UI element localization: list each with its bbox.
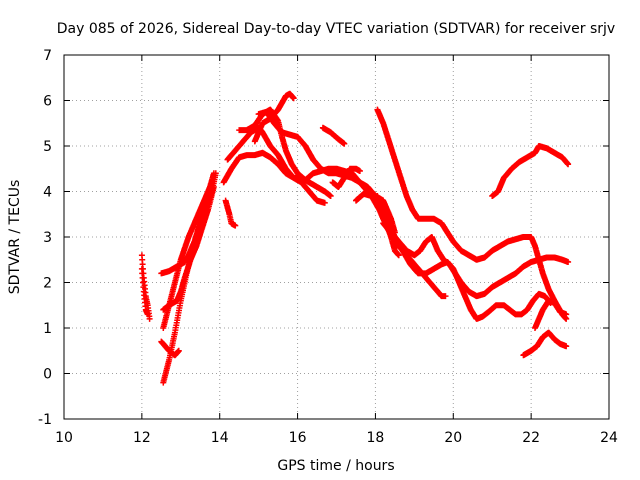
- grid: [64, 55, 609, 419]
- series-track-20: [489, 143, 572, 199]
- plus-marker-trace: [329, 165, 363, 190]
- x-tick-label: 18: [367, 430, 385, 446]
- y-tick-label: 4: [43, 185, 52, 201]
- y-tick-label: 7: [43, 48, 52, 64]
- y-tick-label: 1: [43, 321, 52, 337]
- x-axis-label: GPS time / hours: [277, 458, 394, 474]
- series-track-19: [374, 193, 554, 322]
- x-tick-label: 16: [289, 430, 307, 446]
- plus-marker-trace: [319, 124, 348, 147]
- data-series: [138, 90, 572, 386]
- plus-marker-trace: [489, 143, 572, 199]
- y-tick-label: -1: [38, 412, 52, 428]
- y-tick-label: 5: [43, 139, 52, 155]
- series-track-4: [158, 338, 182, 359]
- plus-marker-trace: [520, 329, 570, 359]
- plus-marker-trace: [532, 297, 570, 331]
- y-tick-label: 0: [43, 367, 52, 383]
- x-tick-label: 10: [55, 430, 73, 446]
- plus-marker-trace: [158, 338, 182, 359]
- y-tick-label: 6: [43, 94, 52, 110]
- x-tick-label: 14: [211, 430, 229, 446]
- series-track-17: [374, 106, 570, 322]
- y-tick-label: 2: [43, 276, 52, 292]
- series-track-8: [222, 197, 239, 229]
- plus-marker-trace: [374, 193, 554, 322]
- y-tick-label: 3: [43, 230, 52, 246]
- series-track-2: [138, 265, 151, 318]
- x-tick-label: 22: [522, 430, 540, 446]
- series-track-22: [532, 297, 570, 331]
- plus-marker-trace: [138, 265, 151, 318]
- plus-marker-trace: [160, 184, 217, 313]
- x-tick-label: 20: [444, 430, 462, 446]
- x-tick-label: 12: [133, 430, 151, 446]
- series-track-7: [160, 184, 217, 313]
- plus-marker-trace: [374, 106, 570, 322]
- plus-marker-trace: [222, 197, 239, 229]
- series-track-15: [329, 165, 363, 190]
- x-tick-label: 24: [600, 430, 618, 446]
- chart-title: Day 085 of 2026, Sidereal Day-to-day VTE…: [57, 21, 615, 37]
- series-track-14: [319, 124, 348, 147]
- series-track-21: [520, 329, 570, 359]
- y-axis-label: SDTVAR / TECUs: [7, 180, 23, 295]
